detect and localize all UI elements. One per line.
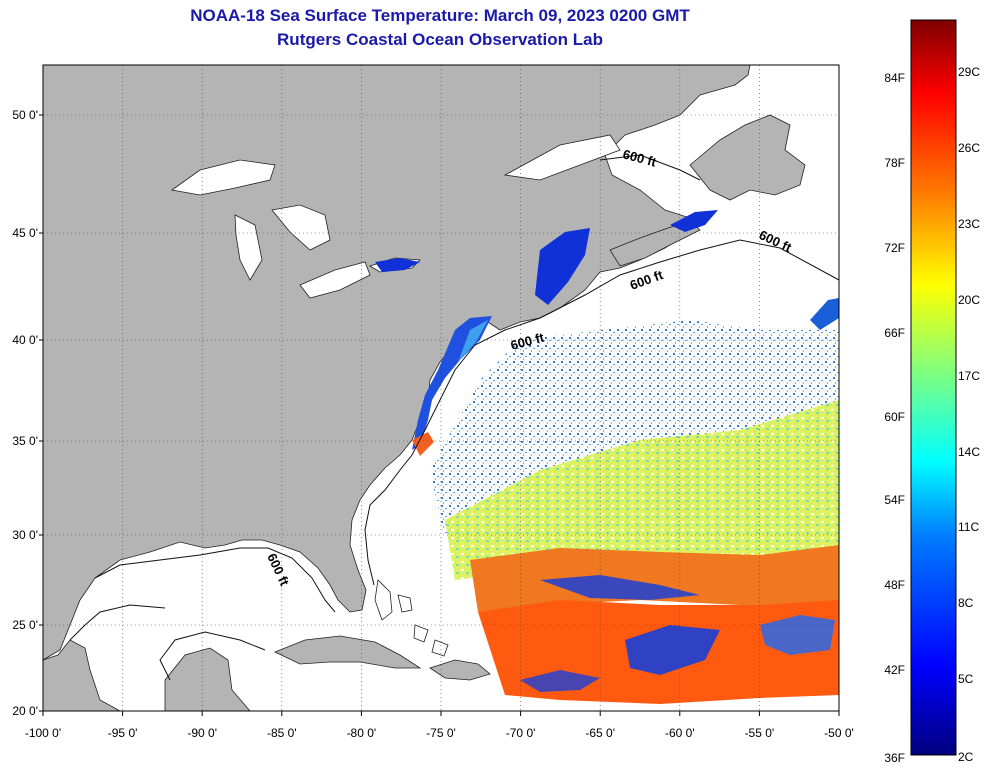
lon-tick-label: -75 0' xyxy=(426,726,456,740)
colorbar-fahrenheit-label: 66F xyxy=(884,326,905,340)
lat-tick-label: 50 0' xyxy=(12,108,38,122)
lon-tick-label: -60 0' xyxy=(665,726,695,740)
colorbar-celsius-label: 29C xyxy=(958,65,980,79)
bahamas-islands xyxy=(374,579,449,657)
lon-tick-label: -80 0' xyxy=(347,726,377,740)
map-gridlines xyxy=(43,65,839,711)
coastal-cold-water xyxy=(375,210,839,456)
colorbar-fahrenheit-label: 60F xyxy=(884,410,905,424)
lon-tick-label: -70 0' xyxy=(506,726,536,740)
lat-tick-label: 45 0' xyxy=(12,226,38,240)
colorbar-fahrenheit-label: 36F xyxy=(884,751,905,765)
lon-tick-label: -85 0' xyxy=(267,726,297,740)
colorbar-celsius-label: 14C xyxy=(958,445,980,459)
colorbar-celsius-label: 5C xyxy=(958,672,974,686)
lon-tick-label: -100 0' xyxy=(25,726,61,740)
colorbar-celsius-label: 20C xyxy=(958,293,980,307)
isobath-contours xyxy=(69,154,839,681)
lat-tick-label: 40 0' xyxy=(12,333,38,347)
land-maritimes xyxy=(689,114,806,201)
lat-tick-label: 20 0' xyxy=(12,704,38,718)
land-nova-scotia xyxy=(609,221,701,267)
colorbar-celsius-label: 11C xyxy=(958,520,979,534)
land-cuba xyxy=(274,635,422,669)
colorbar-gradient xyxy=(910,19,957,756)
colorbar-celsius-label: 23C xyxy=(958,217,980,231)
colorbar-fahrenheit-label: 84F xyxy=(884,71,905,85)
colorbar-fahrenheit-label: 42F xyxy=(884,663,905,677)
lon-tick-label: -55 0' xyxy=(745,726,775,740)
colorbar-fahrenheit-label: 54F xyxy=(884,493,905,507)
lon-tick-label: -50 0' xyxy=(824,726,854,740)
lat-tick-label: 25 0' xyxy=(12,618,38,632)
colorbar-celsius-label: 17C xyxy=(958,369,980,383)
colorbar-fahrenheit-label: 72F xyxy=(884,241,905,255)
colorbar-celsius-label: 26C xyxy=(958,141,980,155)
lon-tick-label: -65 0' xyxy=(585,726,615,740)
lat-tick-label: 35 0' xyxy=(12,434,38,448)
lon-tick-label: -95 0' xyxy=(108,726,138,740)
lat-tick-label: 30 0' xyxy=(12,528,38,542)
colorbar-celsius-label: 8C xyxy=(958,596,974,610)
colorbar-fahrenheit-label: 48F xyxy=(884,578,905,592)
colorbar-fahrenheit-label: 78F xyxy=(884,156,905,170)
lon-tick-label: -90 0' xyxy=(187,726,217,740)
land-hispaniola xyxy=(429,659,491,681)
colorbar-celsius-label: 2C xyxy=(958,750,974,764)
map-title: NOAA-18 Sea Surface Temperature: March 0… xyxy=(190,6,690,25)
land-yucatan xyxy=(164,647,251,711)
land-mexico xyxy=(43,639,121,711)
map-subtitle: Rutgers Coastal Ocean Observation Lab xyxy=(277,30,603,49)
